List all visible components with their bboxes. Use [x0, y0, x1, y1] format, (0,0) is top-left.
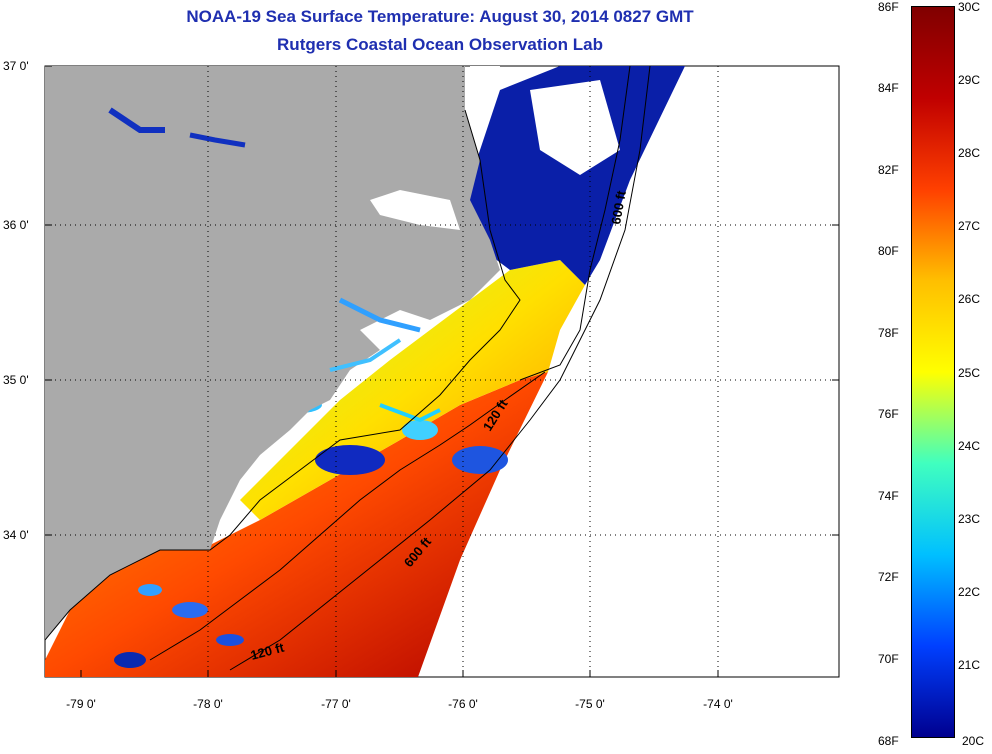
lat-label: 36 0' — [3, 218, 29, 232]
colorbar-c-label: 30C — [958, 0, 981, 14]
lon-label: -78 0' — [193, 697, 223, 711]
colorbar-c-label: 29C — [958, 73, 981, 87]
colorbar-f-label: 70F — [878, 652, 899, 666]
temperature-colorbar — [911, 6, 955, 738]
colorbar-f-label: 68F — [878, 734, 899, 748]
colorbar-f-label: 74F — [878, 489, 899, 503]
sst-north-region — [470, 66, 685, 285]
colorbar-f-label: 80F — [878, 244, 899, 258]
colorbar-f-label: 82F — [878, 163, 899, 177]
lat-label: 37 0' — [3, 59, 29, 73]
colorbar-f-label: 86F — [878, 0, 899, 14]
contour-label-600ft-north: 600 ft — [608, 189, 629, 226]
lon-label: -74 0' — [703, 697, 733, 711]
colorbar-c-label: 24C — [958, 439, 981, 453]
map-subtitle: Rutgers Coastal Ocean Observation Lab — [277, 35, 603, 54]
colorbar-c-label: 23C — [958, 512, 981, 526]
colorbar-f-label: 76F — [878, 407, 899, 421]
colorbar-c-label: 21C — [958, 658, 981, 672]
lat-label: 34 0' — [3, 528, 29, 542]
colorbar-c-label: 28C — [958, 146, 981, 160]
sst-warm-region — [45, 372, 548, 677]
isobath-120ft-south — [149, 371, 546, 661]
colorbar-c-label: 26C — [958, 292, 981, 306]
isobath-600ft-north — [229, 66, 651, 671]
map-title: NOAA-19 Sea Surface Temperature: August … — [186, 7, 694, 26]
lon-label: -79 0' — [66, 697, 96, 711]
lat-label: 35 0' — [3, 373, 29, 387]
coastline — [45, 109, 521, 641]
colorbar-c-label: 20C — [962, 734, 985, 748]
colorbar-c-label: 22C — [958, 585, 981, 599]
lon-label: -75 0' — [575, 697, 605, 711]
grid-lines — [45, 66, 839, 677]
colorbar-f-label: 84F — [878, 81, 899, 95]
lon-label: -76 0' — [448, 697, 478, 711]
colorbar-f-label: 78F — [878, 326, 899, 340]
colorbar-f-label: 72F — [878, 570, 899, 584]
isobath-120ft-north — [519, 66, 631, 381]
lon-label: -77 0' — [321, 697, 351, 711]
colorbar-c-label: 27C — [958, 219, 981, 233]
colorbar-c-label: 25C — [958, 366, 981, 380]
